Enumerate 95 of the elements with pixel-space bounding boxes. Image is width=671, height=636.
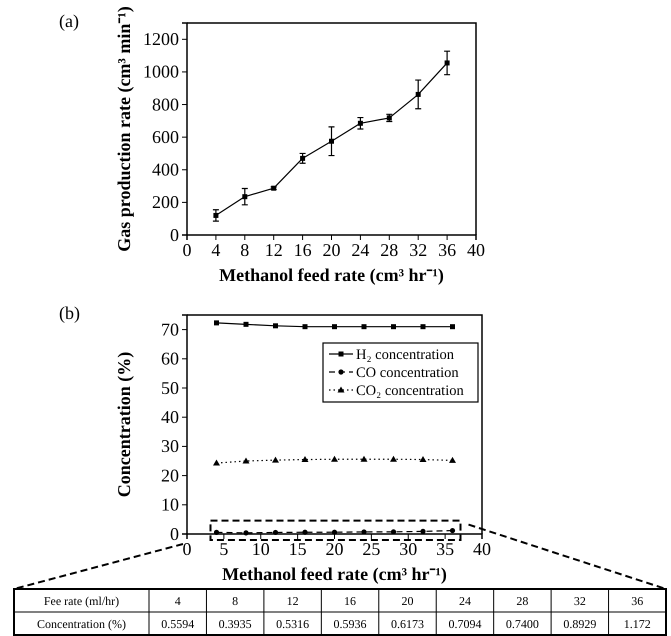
y-tick-label: 200 — [152, 192, 179, 212]
x-tick-label: 30 — [399, 538, 418, 559]
text: 4 — [174, 594, 181, 608]
x-tick-label: 8 — [240, 240, 250, 260]
point — [273, 323, 278, 328]
text: Concentration (%) — [37, 617, 126, 631]
point — [391, 324, 396, 330]
point — [360, 456, 368, 462]
y-axis-title: Concentration (%) — [114, 352, 134, 498]
point — [420, 324, 426, 330]
point — [420, 528, 426, 534]
y-tick-label: 1200 — [143, 29, 179, 50]
point — [444, 60, 450, 66]
point — [450, 528, 456, 534]
point — [390, 456, 397, 462]
text: Fee rate (ml/hr) — [44, 594, 120, 608]
y-tick-label: 10 — [161, 494, 179, 515]
point — [214, 320, 219, 326]
y-tick-label: 30 — [161, 436, 179, 456]
point — [329, 138, 334, 144]
point — [362, 324, 366, 330]
y-axis-title: Gas production rate (cm³ min⁻¹) — [114, 6, 134, 252]
legend-label: H₂ concentration — [356, 347, 455, 363]
point — [244, 322, 248, 327]
point — [302, 530, 308, 535]
y-tick-label: 600 — [152, 126, 179, 147]
point — [358, 120, 363, 126]
legend-label: CO concentration — [356, 365, 460, 381]
chart-title: (a) — [59, 11, 79, 31]
point — [242, 458, 250, 464]
x-tick-label: 40 — [467, 240, 485, 260]
point — [450, 324, 455, 330]
text: 8 — [232, 594, 238, 608]
y-tick-label: 1000 — [143, 62, 179, 82]
y-tick-label: 40 — [161, 406, 179, 427]
chart-title: (b) — [59, 303, 80, 323]
y-tick-label: 400 — [152, 160, 179, 180]
y-tick-label: 20 — [161, 465, 179, 486]
x-axis-title: Methanol feed rate (cm³ hr⁻¹) — [222, 564, 447, 584]
x-tick-label: 0 — [182, 240, 192, 260]
point — [332, 530, 338, 535]
point — [243, 530, 249, 536]
point — [302, 456, 308, 462]
x-tick-label: 20 — [326, 538, 344, 559]
text: 32 — [574, 594, 586, 608]
point — [213, 460, 220, 466]
text: 0.7400 — [506, 617, 539, 631]
x-tick-label: 0 — [182, 538, 192, 559]
y-tick-label: 70 — [161, 319, 179, 340]
x-tick-label: 24 — [351, 240, 370, 260]
text: 0.6173 — [391, 617, 424, 631]
text: 0.5316 — [276, 617, 310, 631]
legend-label: CO₂ concentration — [356, 383, 464, 399]
text: 0.7094 — [448, 617, 482, 631]
text: 20 — [402, 594, 414, 608]
text: 0.8929 — [563, 617, 596, 631]
point — [331, 456, 338, 462]
x-tick-label: 5 — [219, 538, 228, 559]
x-tick-label: 35 — [436, 538, 454, 559]
text: 16 — [344, 594, 356, 608]
y-tick-label: 0 — [170, 224, 179, 245]
point — [420, 456, 426, 462]
point — [449, 456, 456, 463]
point — [272, 530, 278, 536]
point — [332, 324, 337, 330]
point — [302, 324, 308, 330]
point — [242, 194, 248, 200]
point — [272, 456, 279, 463]
text: 1.172 — [624, 617, 651, 631]
x-axis-title: Methanol feed rate (cm³ hr⁻¹) — [219, 265, 444, 285]
x-tick-label: 40 — [473, 538, 491, 559]
point — [214, 530, 220, 535]
x-tick-label: 10 — [252, 538, 270, 559]
text: 36 — [631, 594, 644, 608]
x-tick-label: 28 — [380, 240, 398, 260]
point — [213, 212, 218, 218]
text: 24 — [458, 594, 471, 608]
text: 28 — [516, 594, 528, 608]
text: 0.5936 — [334, 617, 367, 631]
x-tick-label: 20 — [322, 240, 340, 260]
x-tick-label: 15 — [288, 538, 307, 559]
y-tick-label: 60 — [161, 348, 179, 369]
x-tick-label: 32 — [409, 240, 428, 260]
x-tick-label: 16 — [294, 240, 312, 260]
text: 0.5594 — [161, 617, 194, 631]
text: 12 — [286, 594, 299, 608]
x-tick-label: 4 — [211, 240, 220, 260]
y-tick-label: 50 — [161, 378, 179, 398]
y-tick-label: 800 — [152, 94, 179, 114]
y-tick-label: 0 — [170, 524, 179, 544]
x-tick-label: 12 — [264, 240, 283, 260]
point — [416, 92, 421, 97]
text: 0.3935 — [218, 617, 252, 631]
x-tick-label: 36 — [438, 240, 456, 260]
x-tick-label: 25 — [362, 538, 380, 559]
